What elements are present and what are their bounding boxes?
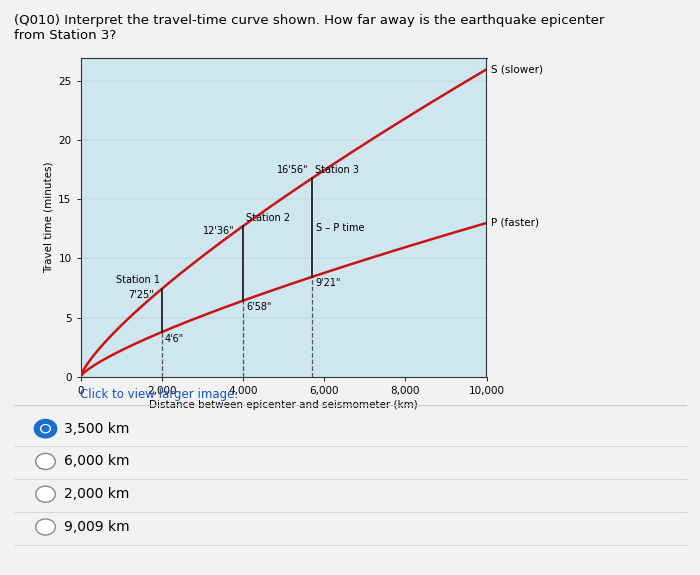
X-axis label: Distance between epicenter and seismometer (km): Distance between epicenter and seismomet… [149, 400, 418, 410]
Text: 7'25": 7'25" [128, 290, 153, 300]
Text: Station 1: Station 1 [116, 275, 160, 285]
Text: 6,000 km: 6,000 km [64, 454, 130, 469]
Text: (Q010) Interpret the travel-time curve shown. How far away is the earthquake epi: (Q010) Interpret the travel-time curve s… [14, 14, 604, 28]
Text: 9'21": 9'21" [315, 278, 341, 288]
Text: Station 2: Station 2 [246, 213, 290, 223]
Text: 3,500 km: 3,500 km [64, 421, 130, 436]
Text: 16'56": 16'56" [277, 165, 309, 175]
Text: Station 3: Station 3 [315, 165, 359, 175]
Text: P (faster): P (faster) [491, 218, 538, 228]
Text: 2,000 km: 2,000 km [64, 487, 130, 501]
Text: S (slower): S (slower) [491, 64, 542, 74]
Text: 9,009 km: 9,009 km [64, 520, 130, 534]
Text: 4'6": 4'6" [165, 335, 184, 344]
Y-axis label: Travel time (minutes): Travel time (minutes) [44, 162, 54, 273]
Text: S – P time: S – P time [316, 223, 365, 233]
Text: Click to view larger image.: Click to view larger image. [80, 388, 239, 401]
Text: 6'58": 6'58" [246, 302, 272, 312]
Text: from Station 3?: from Station 3? [14, 29, 116, 42]
Text: 12'36": 12'36" [203, 226, 235, 236]
